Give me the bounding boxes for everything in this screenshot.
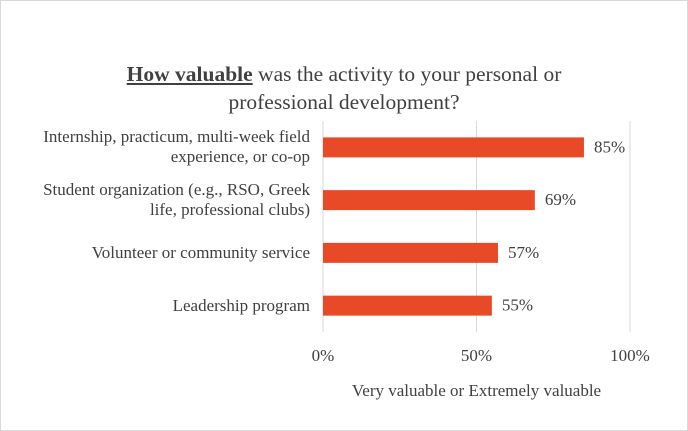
chart-title: How valuable was the activity to your pe… [74, 60, 614, 116]
value-label: 57% [508, 243, 539, 262]
value-label: 55% [502, 296, 533, 315]
category-label: Volunteer or community service [91, 242, 310, 262]
x-tick-label: 0% [312, 346, 335, 365]
value-label: 85% [594, 137, 625, 156]
category-label: Leadership program [172, 295, 310, 315]
x-axis-label: Very valuable or Extremely valuable [352, 381, 601, 400]
bar [323, 137, 584, 158]
x-tick-label: 100% [610, 346, 650, 365]
bar [323, 190, 535, 211]
category-label: Internship, practicum, multi-week field … [43, 127, 310, 167]
title-emphasis: How valuable [126, 62, 253, 86]
x-tick-label: 50% [461, 346, 492, 365]
bar [323, 295, 492, 316]
category-label: Student organization (e.g., RSO, Greek l… [43, 180, 310, 220]
bar [323, 242, 498, 263]
title-text: was the activity to your personal or pro… [228, 62, 562, 114]
value-label: 69% [545, 190, 576, 209]
